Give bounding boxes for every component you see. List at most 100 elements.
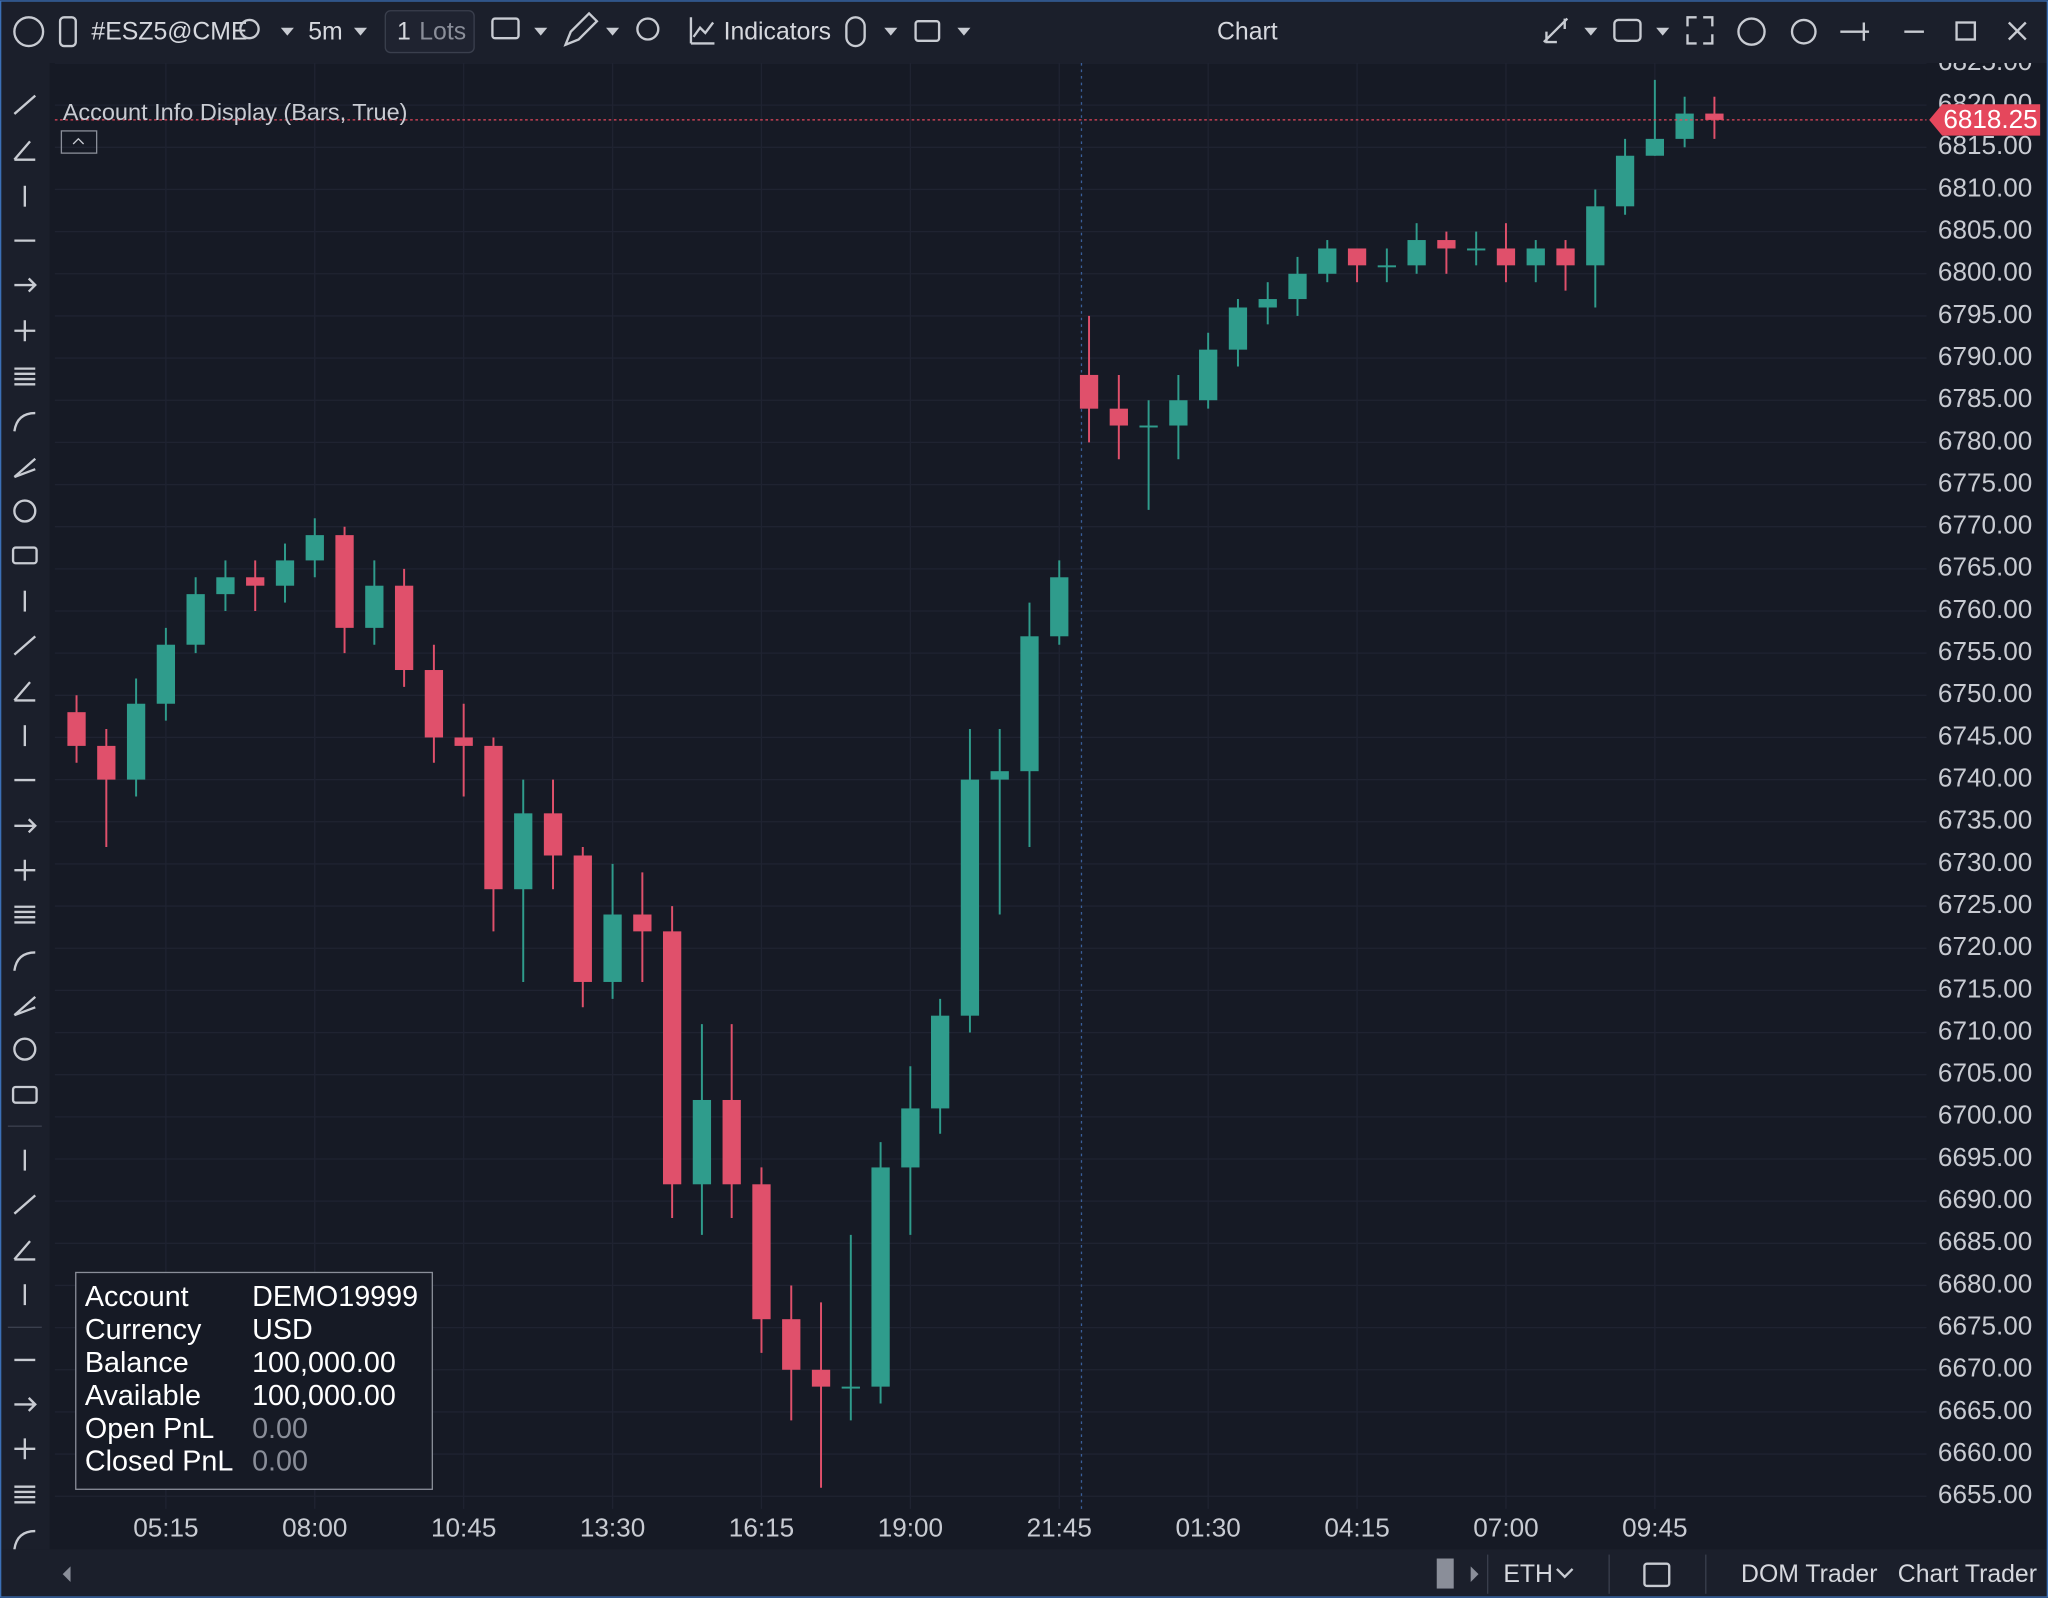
candle-body — [1705, 113, 1724, 120]
tool-icon[interactable] — [13, 411, 36, 432]
tool-icon[interactable] — [11, 546, 38, 565]
candle-body — [186, 594, 205, 645]
x-tick-label: 16:15 — [729, 1513, 794, 1543]
link-icon[interactable] — [58, 16, 77, 48]
candle-body — [335, 535, 354, 628]
quantity-box[interactable] — [384, 10, 475, 54]
tool-icon[interactable] — [14, 277, 37, 293]
dropdown-caret[interactable] — [1584, 27, 1598, 36]
quantity-unit: Lots — [419, 19, 466, 46]
tool-icon[interactable] — [13, 94, 37, 115]
candle-body — [67, 712, 86, 746]
scroll-right[interactable] — [1470, 1566, 1479, 1583]
y-tick-label: 6795.00 — [1938, 299, 2032, 329]
tool-icon[interactable] — [13, 951, 36, 971]
tool-icon[interactable] — [13, 457, 37, 479]
session-selector[interactable]: ETH — [1503, 1561, 1553, 1588]
tool-icon[interactable] — [14, 1485, 36, 1504]
zoom-icon[interactable] — [636, 17, 660, 41]
candle-body — [1586, 206, 1605, 266]
y-tick-label: 6710.00 — [1938, 1015, 2032, 1045]
collapse-button[interactable] — [60, 130, 98, 154]
y-tick-label: 6715.00 — [1938, 973, 2032, 1003]
tool-icon[interactable] — [14, 320, 36, 342]
candle-body — [573, 855, 592, 982]
tool-icon[interactable] — [13, 499, 37, 523]
y-tick-label: 6665.00 — [1938, 1395, 2032, 1425]
y-tick-label: 6730.00 — [1938, 847, 2032, 877]
x-tick-label: 08:00 — [282, 1513, 347, 1543]
search-icon[interactable] — [239, 18, 260, 40]
tool-icon[interactable] — [13, 635, 37, 656]
candle-body — [752, 1184, 771, 1320]
dropdown-caret[interactable] — [353, 27, 368, 36]
account-field-value: DEMO19999 — [252, 1281, 418, 1313]
candle-body — [1228, 307, 1248, 350]
bottom-bar — [0, 1549, 2048, 1598]
tool-icon[interactable] — [13, 140, 36, 161]
candle-body — [1079, 374, 1099, 409]
candle-body — [931, 1015, 950, 1109]
account-info-rows: Account DEMO19999 Currency USD Balance 100,00… — [85, 1281, 418, 1478]
indicators-icon[interactable] — [689, 17, 715, 45]
maximize-button[interactable] — [1955, 21, 1977, 41]
collapse-caret — [72, 137, 85, 145]
tool-icon[interactable] — [14, 859, 36, 881]
draw-icon[interactable] — [563, 11, 599, 47]
close-button[interactable] — [2007, 21, 2027, 41]
tool-icon[interactable] — [14, 905, 36, 924]
tool-icon[interactable] — [11, 1085, 38, 1104]
candle-body — [365, 585, 384, 628]
calendar-icon[interactable] — [1643, 1562, 1671, 1588]
dropdown-caret[interactable] — [884, 27, 898, 36]
scroll-left[interactable] — [62, 1566, 71, 1583]
pin-icon[interactable] — [1840, 22, 1870, 41]
dom-trader-button[interactable]: DOM Trader — [1741, 1561, 1877, 1588]
tool-icon[interactable] — [13, 1240, 36, 1261]
y-tick-label: 6695.00 — [1938, 1142, 2032, 1172]
tool-icon[interactable] — [13, 1037, 37, 1061]
y-tick-label: 6775.00 — [1938, 467, 2032, 497]
y-tick-label: 6745.00 — [1938, 720, 2032, 750]
dropdown-caret[interactable] — [957, 27, 971, 36]
price-axis-bg — [1926, 63, 2048, 1513]
quantity[interactable]: 1 — [397, 19, 411, 46]
y-tick-label: 6805.00 — [1938, 215, 2032, 245]
dropdown-caret[interactable] — [1556, 1568, 1574, 1579]
screenshot-icon[interactable] — [1613, 18, 1642, 42]
y-tick-label: 6685.00 — [1938, 1226, 2032, 1256]
dropdown-caret[interactable] — [606, 27, 620, 36]
dropdown-caret[interactable] — [280, 27, 294, 36]
indicators-button[interactable]: Indicators — [724, 19, 832, 46]
y-tick-label: 6760.00 — [1938, 594, 2032, 624]
tool-icon[interactable] — [13, 681, 36, 702]
tool-icon[interactable] — [14, 1438, 36, 1460]
header-bar — [0, 0, 2048, 64]
tool-icon[interactable] — [14, 367, 36, 386]
tool-icon[interactable] — [13, 995, 37, 1017]
sync-icon[interactable] — [1543, 17, 1569, 44]
chart-trader-button[interactable]: Chart Trader — [1898, 1561, 2037, 1588]
trade-icon[interactable] — [491, 17, 520, 40]
fullscreen-icon[interactable] — [1686, 16, 1714, 45]
dropdown-caret[interactable] — [1656, 27, 1670, 36]
x-tick-label: 13:30 — [580, 1513, 645, 1543]
tool-icon[interactable] — [13, 1194, 37, 1215]
settings-icon[interactable] — [1790, 18, 1817, 45]
y-tick-label: 6720.00 — [1938, 931, 2032, 961]
tool-icon[interactable] — [13, 1529, 36, 1550]
dropdown-caret[interactable] — [534, 27, 548, 36]
tool-icon[interactable] — [14, 1397, 37, 1412]
candle-body — [782, 1319, 801, 1370]
candle-body — [1615, 155, 1635, 207]
tool-icon[interactable] — [14, 818, 37, 834]
scroll-thumb[interactable] — [1436, 1558, 1454, 1589]
symbol[interactable]: #ESZ5@CME — [91, 19, 247, 46]
layout-icon[interactable] — [914, 20, 941, 42]
candle-body — [871, 1167, 890, 1387]
timeframe[interactable]: 5m — [308, 19, 342, 46]
cursor-icon[interactable] — [845, 16, 866, 48]
help-icon[interactable] — [1737, 17, 1766, 46]
